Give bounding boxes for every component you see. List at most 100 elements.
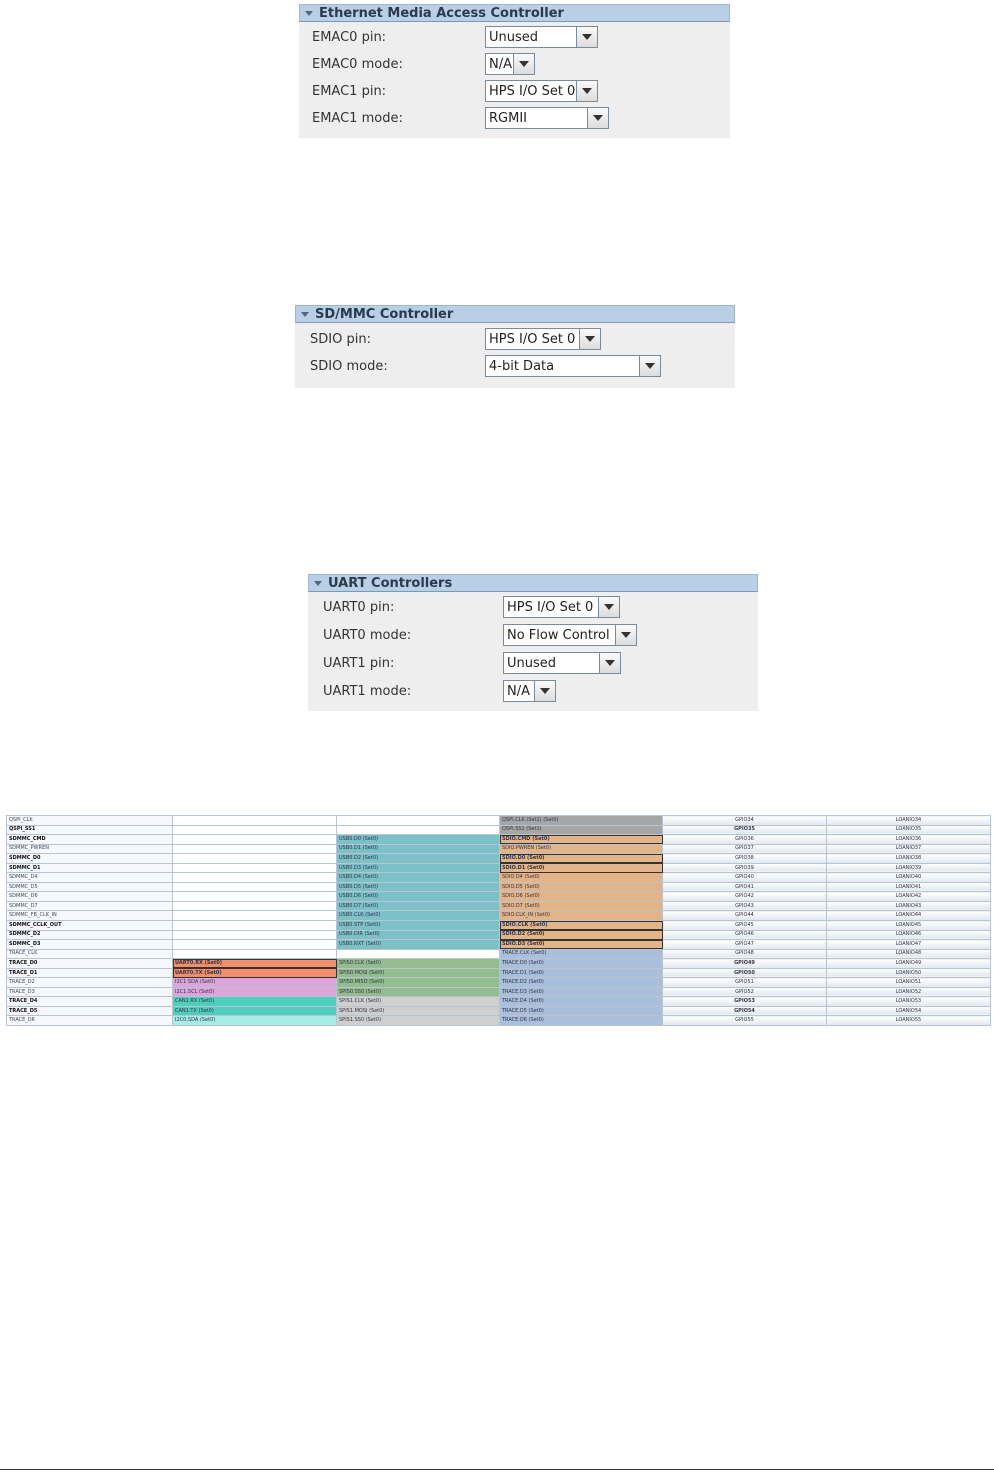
function-cell[interactable]: TRACE.D3 (Set0) [499,986,663,998]
pin-name-cell[interactable]: TRACE_D6 [6,1015,173,1027]
dropdown-button[interactable] [615,625,636,645]
dropdown-button[interactable] [576,81,597,101]
function-cell[interactable] [172,843,337,855]
function-cell[interactable]: I2C1.SCL (Set0) [172,986,337,998]
function-cell[interactable]: USB0.D3 (Set0) [336,862,500,874]
loanio-cell[interactable]: LOANIO51 [826,977,991,988]
loanio-cell[interactable]: LOANIO34 [826,815,991,826]
gpio-cell[interactable]: GPIO36 [662,834,827,845]
function-cell[interactable]: SDIO.CLK_IN (Set0) [499,910,663,921]
pin-name-cell[interactable]: SDMMC_CCLK_OUT [6,920,173,931]
pin-name-cell[interactable]: QSPI_CLK [6,815,173,826]
function-cell[interactable]: I2C0.SDA (Set0) [172,1015,337,1027]
pin-name-cell[interactable]: TRACE_D4 [6,996,173,1007]
uart1-pin-select[interactable]: Unused [503,652,621,674]
dropdown-button[interactable] [587,108,608,128]
loanio-cell[interactable]: LOANIO43 [826,900,991,912]
dropdown-button[interactable] [639,356,660,376]
dropdown-button[interactable] [513,54,534,74]
function-cell[interactable]: SDIO.D7 (Set0) [499,900,663,912]
function-cell[interactable]: SPIS1.SS0 (Set0) [336,1015,500,1027]
gpio-cell[interactable]: GPIO34 [662,815,827,826]
loanio-cell[interactable]: LOANIO54 [826,1005,991,1017]
gpio-cell[interactable]: GPIO42 [662,891,827,902]
loanio-cell[interactable]: LOANIO50 [826,967,991,979]
function-cell[interactable] [172,872,337,883]
dropdown-button[interactable] [579,329,600,349]
function-cell[interactable]: SDIO.CMD (Set0) [499,834,663,845]
function-cell[interactable]: SDIO.D3 (Set0) [499,939,663,950]
loanio-cell[interactable]: LOANIO55 [826,1015,991,1027]
gpio-cell[interactable]: GPIO54 [662,1005,827,1017]
function-cell[interactable]: USB0.D4 (Set0) [336,872,500,883]
sdmmc-panel-header[interactable]: SD/MMC Controller [295,305,735,323]
gpio-cell[interactable]: GPIO47 [662,939,827,950]
function-cell[interactable] [172,834,337,845]
gpio-cell[interactable]: GPIO39 [662,862,827,874]
function-cell[interactable]: UART0.TX (Set0) [172,967,337,979]
loanio-cell[interactable]: LOANIO44 [826,910,991,921]
loanio-cell[interactable]: LOANIO38 [826,853,991,864]
pin-name-cell[interactable]: SDMMC_FB_CLK_IN [6,910,173,921]
function-cell[interactable]: SPIS1.MOSI (Set0) [336,1005,500,1017]
function-cell[interactable]: USB0.DIR (Set0) [336,929,500,941]
uart1-mode-select[interactable]: N/A [503,680,556,702]
pin-name-cell[interactable]: SDMMC_D2 [6,929,173,941]
gpio-cell[interactable]: GPIO38 [662,853,827,864]
function-cell[interactable] [172,920,337,931]
function-cell[interactable]: SPIS0.SS0 (Set0) [336,986,500,998]
gpio-cell[interactable]: GPIO37 [662,843,827,855]
loanio-cell[interactable]: LOANIO52 [826,986,991,998]
pin-name-cell[interactable]: TRACE_D3 [6,986,173,998]
gpio-cell[interactable]: GPIO46 [662,929,827,941]
pin-name-cell[interactable]: TRACE_D5 [6,1005,173,1017]
loanio-cell[interactable]: LOANIO36 [826,834,991,845]
gpio-cell[interactable]: GPIO35 [662,824,827,836]
emac0-mode-select[interactable]: N/A [485,53,535,75]
function-cell[interactable] [172,853,337,864]
pin-name-cell[interactable]: SDMMC_CMD [6,834,173,845]
gpio-cell[interactable]: GPIO43 [662,900,827,912]
function-cell[interactable]: SPIS0.CLK (Set0) [336,958,500,969]
function-cell[interactable] [172,910,337,921]
function-cell[interactable] [336,824,500,836]
loanio-cell[interactable]: LOANIO45 [826,920,991,931]
pin-name-cell[interactable]: QSPI_SS1 [6,824,173,836]
function-cell[interactable]: USB0.D6 (Set0) [336,891,500,902]
gpio-cell[interactable]: GPIO41 [662,881,827,893]
function-cell[interactable]: SDIO.D5 (Set0) [499,881,663,893]
emac1-pin-select[interactable]: HPS I/O Set 0 [485,80,598,102]
pin-name-cell[interactable]: SDMMC_D5 [6,881,173,893]
pin-name-cell[interactable]: SDMMC_D0 [6,853,173,864]
function-cell[interactable]: CAN1.RX (Set0) [172,996,337,1007]
function-cell[interactable]: USB0.CLK (Set0) [336,910,500,921]
function-cell[interactable]: USB0.D5 (Set0) [336,881,500,893]
function-cell[interactable]: USB0.D0 (Set0) [336,834,500,845]
uart0-pin-select[interactable]: HPS I/O Set 0 [503,596,620,618]
pin-name-cell[interactable]: TRACE_CLK [6,948,173,960]
loanio-cell[interactable]: LOANIO46 [826,929,991,941]
pin-name-cell[interactable]: SDMMC_D1 [6,862,173,874]
loanio-cell[interactable]: LOANIO42 [826,891,991,902]
function-cell[interactable] [172,824,337,836]
pin-name-cell[interactable]: SDMMC_D6 [6,891,173,902]
function-cell[interactable]: USB0.NXT (Set0) [336,939,500,950]
emac0-pin-select[interactable]: Unused [485,26,598,48]
loanio-cell[interactable]: LOANIO53 [826,996,991,1007]
function-cell[interactable]: SDIO.CLK (Set0) [499,920,663,931]
gpio-cell[interactable]: GPIO55 [662,1015,827,1027]
function-cell[interactable] [336,815,500,826]
loanio-cell[interactable]: LOANIO40 [826,872,991,883]
function-cell[interactable] [172,929,337,941]
pin-name-cell[interactable]: SDMMC_PWREN [6,843,173,855]
gpio-cell[interactable]: GPIO49 [662,958,827,969]
emac1-mode-select[interactable]: RGMII [485,107,609,129]
pin-name-cell[interactable]: TRACE_D2 [6,977,173,988]
function-cell[interactable]: SPIS1.CLK (Set0) [336,996,500,1007]
function-cell[interactable]: TRACE.D4 (Set0) [499,996,663,1007]
pin-name-cell[interactable]: SDMMC_D4 [6,872,173,883]
collapse-triangle-icon[interactable] [314,580,322,586]
function-cell[interactable] [336,948,500,960]
loanio-cell[interactable]: LOANIO35 [826,824,991,836]
dropdown-button[interactable] [576,27,597,47]
